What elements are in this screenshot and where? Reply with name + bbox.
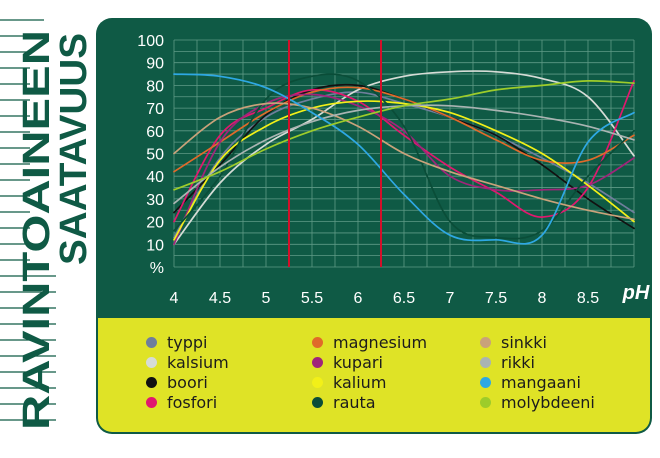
- legend-item-kupari: kupari: [312, 352, 383, 372]
- x-tick-label: 5.5: [301, 290, 323, 307]
- x-axis-label: pH: [622, 282, 650, 304]
- series-line-molybdeeni: [173, 80, 635, 191]
- legend-swatch: [312, 376, 323, 388]
- side-title: RAVINTOAINEEN SAATAVUUS: [0, 0, 96, 454]
- series-line-rauta: [173, 73, 635, 240]
- legend-swatch: [480, 356, 491, 368]
- series-line-kalium: [173, 100, 635, 241]
- legend-swatch: [480, 396, 491, 408]
- legend-label: boori: [167, 372, 208, 392]
- legend-swatch: [312, 336, 323, 348]
- legend-item-boori: boori: [146, 372, 208, 392]
- legend-item-molybdeeni: molybdeeni: [480, 392, 595, 412]
- series-line-fosfori: [173, 80, 635, 223]
- legend: typpi kalsium boori fosfori magnesium kupari k…: [98, 318, 650, 432]
- x-tick-label: 5: [262, 290, 271, 307]
- x-tick-label: 7.5: [485, 290, 507, 307]
- chart-panel: 10 20 30 40 50 60 70 80 90 100% 4 4.5 5 5.5 6 6.5 7 7.5 8 8…: [96, 18, 652, 434]
- legend-swatch: [312, 396, 323, 408]
- legend-swatch: [146, 396, 157, 408]
- legend-item-rikki: rikki: [480, 352, 535, 372]
- legend-label: rauta: [333, 392, 376, 412]
- x-tick-label: 4.5: [209, 290, 231, 307]
- series-line-sinkki: [173, 102, 635, 221]
- series-line-mangaani: [173, 73, 635, 245]
- legend-label: mangaani: [501, 372, 581, 392]
- legend-swatch: [480, 336, 491, 348]
- legend-label: magnesium: [333, 332, 428, 352]
- legend-label: typpi: [167, 332, 208, 352]
- legend-swatch: [146, 336, 157, 348]
- legend-label: kupari: [333, 352, 383, 372]
- legend-label: rikki: [501, 352, 535, 372]
- x-tick-label: 6: [354, 290, 363, 307]
- legend-item-kalsium: kalsium: [146, 352, 229, 372]
- x-tick-label: 6.5: [393, 290, 415, 307]
- series-line-kupari: [173, 93, 635, 246]
- legend-label: molybdeeni: [501, 392, 595, 412]
- nutrient-availability-chart: 10 20 30 40 50 60 70 80 90 100% 4 4.5 5 5.5 6 6.5 7 7.5 8 8…: [137, 33, 650, 307]
- x-tick-label: 4: [170, 290, 179, 307]
- side-title-graphic: RAVINTOAINEEN SAATAVUUS: [0, 19, 95, 430]
- y-tick-label: 30: [146, 192, 164, 209]
- x-tick-label: 8.5: [577, 290, 599, 307]
- legend-item-sinkki: sinkki: [480, 332, 547, 352]
- legend-item-fosfori: fosfori: [146, 392, 217, 412]
- legend-swatch: [312, 356, 323, 368]
- legend-swatch: [480, 376, 491, 388]
- legend-swatch: [146, 376, 157, 388]
- legend-item-typpi: typpi: [146, 332, 208, 352]
- y-tick-label: 100: [137, 33, 164, 50]
- legend-label: sinkki: [501, 332, 547, 352]
- legend-item-mangaani: mangaani: [480, 372, 581, 392]
- legend-item-kalium: kalium: [312, 372, 386, 392]
- x-tick-label: 7: [446, 290, 455, 307]
- legend-label: kalium: [333, 372, 387, 392]
- legend-label: fosfori: [167, 392, 218, 412]
- y-tick-label: 10: [146, 237, 164, 254]
- y-tick-label: 60: [146, 124, 164, 141]
- legend-item-rauta: rauta: [312, 392, 376, 412]
- y-tick-label: 90: [146, 56, 164, 73]
- legend-label: kalsium: [167, 352, 229, 372]
- side-title-line1: RAVINTOAINEEN: [16, 30, 58, 430]
- side-title-line2: SAATAVUUS: [53, 33, 95, 265]
- y-tick-label: 20: [146, 215, 164, 232]
- y-tick-label: 50: [146, 147, 164, 164]
- x-tick-label: 8: [538, 290, 547, 307]
- legend-item-magnesium: magnesium: [312, 332, 427, 352]
- y-tick-label: 40: [146, 169, 164, 186]
- legend-swatch: [146, 356, 157, 368]
- y-unit-label: %: [150, 260, 164, 277]
- y-tick-label: 70: [146, 101, 164, 118]
- y-tick-label: 80: [146, 78, 164, 95]
